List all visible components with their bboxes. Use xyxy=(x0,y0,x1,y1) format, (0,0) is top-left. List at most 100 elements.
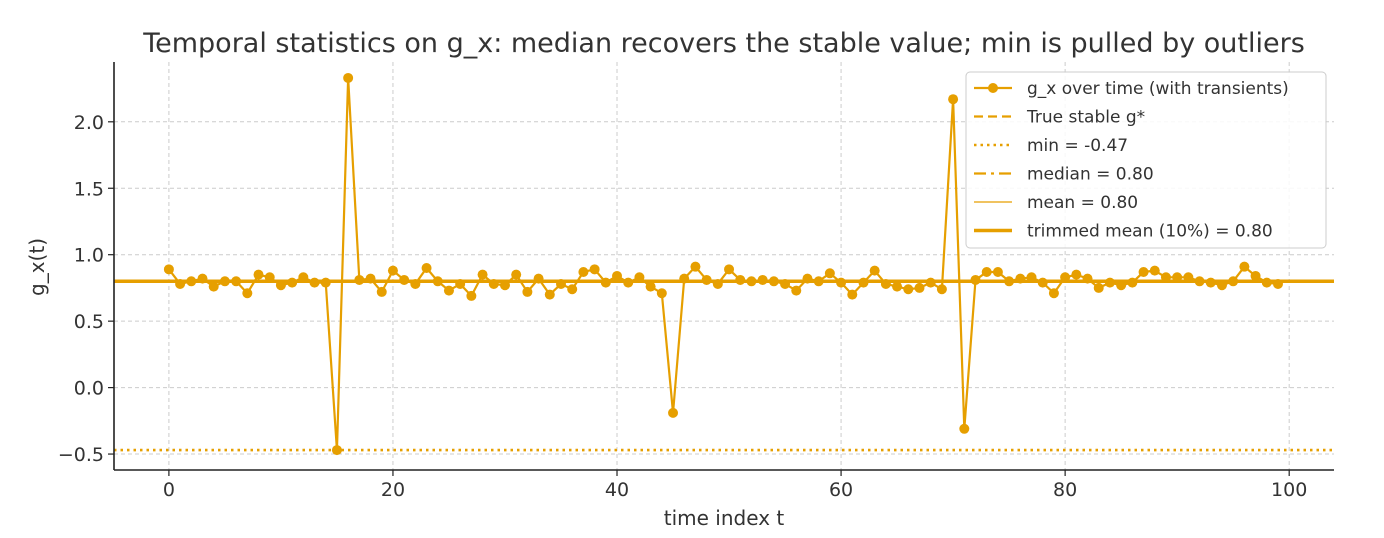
x-tick-label-5: 100 xyxy=(1271,479,1307,501)
x-tick-label-1: 20 xyxy=(381,479,405,501)
tick-labels: 0 20 40 60 80 100 −0.5 0.0 0.5 1.0 1.5 2.0 xyxy=(58,112,1307,501)
data-point-16 xyxy=(343,72,354,83)
y-tick-label-3: 1.0 xyxy=(74,245,104,267)
legend-box xyxy=(965,71,1327,249)
data-point-75 xyxy=(1004,276,1015,287)
data-point-50 xyxy=(724,264,735,275)
data-point-90 xyxy=(1172,272,1183,283)
series-layer xyxy=(163,72,1283,456)
data-point-56 xyxy=(791,285,802,296)
data-point-94 xyxy=(1216,280,1227,291)
data-point-83 xyxy=(1093,282,1104,293)
data-point-1 xyxy=(175,278,186,289)
x-axis-label: time index t xyxy=(664,506,785,530)
data-point-99 xyxy=(1272,278,1283,289)
data-point-86 xyxy=(1127,277,1138,288)
chart-title: Temporal statistics on g_x: median recov… xyxy=(142,28,1305,59)
data-point-67 xyxy=(914,282,925,293)
data-point-84 xyxy=(1104,277,1115,288)
data-point-30 xyxy=(499,280,510,291)
data-point-11 xyxy=(287,277,298,288)
legend-label-4: mean = 0.80 xyxy=(1027,193,1138,213)
data-point-31 xyxy=(511,269,522,280)
legend-label-0: g_x over time (with transients) xyxy=(1027,79,1289,99)
data-point-57 xyxy=(802,273,813,284)
data-point-63 xyxy=(869,265,880,276)
data-point-43 xyxy=(645,281,656,292)
data-point-53 xyxy=(757,274,768,285)
data-point-33 xyxy=(533,273,544,284)
data-point-20 xyxy=(387,265,398,276)
data-point-3 xyxy=(197,273,208,284)
legend-label-2: min = -0.47 xyxy=(1027,136,1128,156)
data-point-27 xyxy=(466,290,477,301)
data-point-79 xyxy=(1048,288,1059,299)
series-line-gx xyxy=(168,76,1279,452)
data-point-23 xyxy=(421,262,432,273)
data-point-47 xyxy=(690,261,701,272)
data-point-92 xyxy=(1194,276,1205,287)
data-point-6 xyxy=(231,276,242,287)
data-point-10 xyxy=(275,280,286,291)
x-tick-label-2: 40 xyxy=(605,479,629,501)
data-point-14 xyxy=(320,277,331,288)
data-point-39 xyxy=(600,277,611,288)
data-point-15 xyxy=(331,445,342,456)
data-point-87 xyxy=(1138,266,1149,277)
data-point-21 xyxy=(399,274,410,285)
data-point-69 xyxy=(936,284,947,295)
data-point-80 xyxy=(1060,272,1071,283)
data-point-25 xyxy=(443,285,454,296)
data-point-41 xyxy=(623,277,634,288)
x-tick-label-0: 0 xyxy=(163,479,175,501)
legend: g_x over time (with transients) True stab… xyxy=(965,71,1327,249)
data-point-12 xyxy=(298,272,309,283)
legend-marker-0 xyxy=(988,83,998,93)
axes xyxy=(113,62,1334,471)
data-point-68 xyxy=(925,277,936,288)
data-point-96 xyxy=(1239,261,1250,272)
data-point-44 xyxy=(656,288,667,299)
data-point-66 xyxy=(903,284,914,295)
data-point-93 xyxy=(1205,277,1216,288)
data-point-24 xyxy=(432,276,443,287)
data-point-37 xyxy=(578,266,589,277)
y-tick-label-2: 0.5 xyxy=(74,311,104,333)
data-point-51 xyxy=(735,274,746,285)
y-tick-label-5: 2.0 xyxy=(74,112,104,134)
data-point-46 xyxy=(679,273,690,284)
legend-label-5: trimmed mean (10%) = 0.80 xyxy=(1027,222,1273,242)
data-point-19 xyxy=(376,286,387,297)
data-point-8 xyxy=(253,269,264,280)
y-tick-label-1: 0.0 xyxy=(74,378,104,400)
data-point-74 xyxy=(992,266,1003,277)
data-point-18 xyxy=(365,273,376,284)
data-point-42 xyxy=(634,272,645,283)
data-point-22 xyxy=(410,278,421,289)
data-point-78 xyxy=(1037,277,1048,288)
data-point-36 xyxy=(567,284,578,295)
data-point-77 xyxy=(1026,272,1037,283)
data-point-54 xyxy=(768,276,779,287)
data-point-71 xyxy=(959,423,970,434)
data-point-59 xyxy=(824,268,835,279)
data-point-28 xyxy=(477,269,488,280)
data-point-76 xyxy=(1015,273,1026,284)
data-point-48 xyxy=(701,274,712,285)
data-point-45 xyxy=(668,407,679,418)
data-point-73 xyxy=(981,266,992,277)
data-point-55 xyxy=(780,278,791,289)
data-point-2 xyxy=(186,276,197,287)
data-point-95 xyxy=(1228,276,1239,287)
data-point-91 xyxy=(1183,272,1194,283)
data-point-64 xyxy=(880,278,891,289)
data-point-85 xyxy=(1116,280,1127,291)
y-axis-label: g_x(t) xyxy=(25,238,49,296)
data-point-61 xyxy=(847,289,858,300)
data-point-34 xyxy=(544,289,555,300)
data-point-4 xyxy=(208,281,219,292)
x-tick-label-3: 60 xyxy=(829,479,853,501)
data-point-35 xyxy=(555,278,566,289)
